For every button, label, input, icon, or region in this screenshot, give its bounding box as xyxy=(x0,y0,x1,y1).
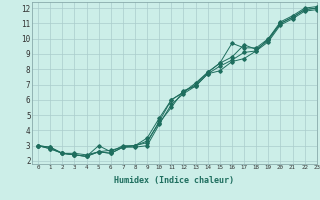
X-axis label: Humidex (Indice chaleur): Humidex (Indice chaleur) xyxy=(115,176,234,185)
